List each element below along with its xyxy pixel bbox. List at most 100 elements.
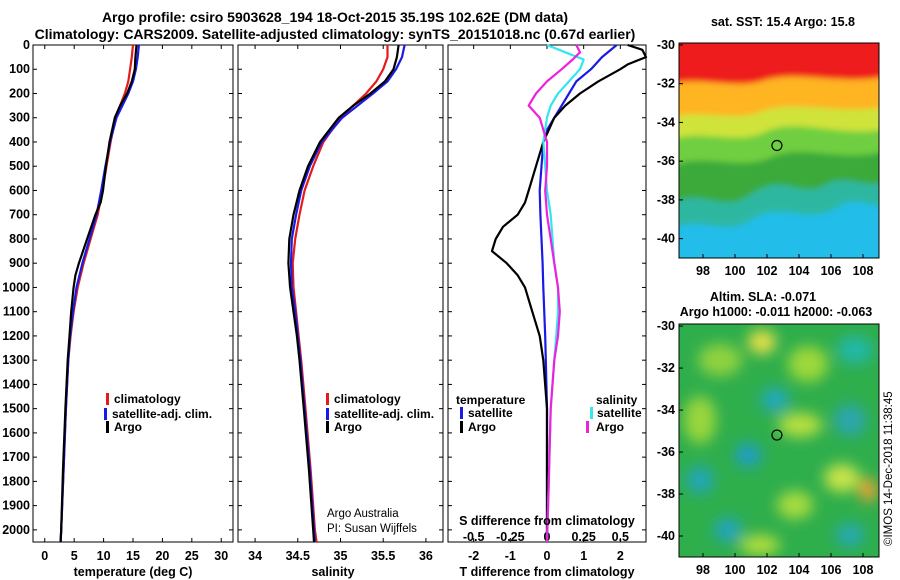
depth-tick-label: 1400 bbox=[2, 377, 30, 391]
map-y-tick-label: -36 bbox=[657, 154, 675, 168]
temperature-series bbox=[59, 44, 140, 543]
salinity-legend: climatology satellite-adj. clim. Argo bbox=[326, 392, 434, 434]
map-x-tick-label: 102 bbox=[757, 563, 778, 577]
legend-label-climatology: climatology bbox=[334, 392, 401, 406]
legend-swatch-satellite bbox=[326, 408, 329, 420]
map-y-tick-label: -32 bbox=[657, 361, 675, 375]
depth-tick-label: 200 bbox=[9, 86, 30, 100]
depth-tick-label: 1900 bbox=[2, 499, 30, 513]
sla-eddy bbox=[859, 478, 877, 502]
temperature-legend: climatology satellite-adj. clim. Argo bbox=[104, 392, 212, 434]
sla-eddy bbox=[748, 330, 776, 354]
x-tick-label: 1 bbox=[580, 549, 587, 563]
sla-eddy bbox=[788, 346, 828, 382]
t-difference-label: T difference from climatology bbox=[459, 565, 634, 579]
sst-band-red bbox=[679, 43, 879, 84]
depth-tick-label: 1200 bbox=[2, 329, 30, 343]
sst-map-axes: 98 100 102 104 106 108 -30 -32 -34 -36 -38 -40 bbox=[657, 38, 874, 278]
series-line-argo bbox=[287, 44, 400, 543]
map-y-tick-label: -36 bbox=[657, 445, 675, 459]
sla-eddy bbox=[777, 491, 813, 519]
x-tick-label: -2 bbox=[468, 549, 479, 563]
legend-label-satellite: satellite-adj. clim. bbox=[112, 407, 212, 421]
legend-swatch-satellite bbox=[104, 408, 107, 420]
map-x-tick-label: 98 bbox=[696, 264, 710, 278]
x-tick-label: 20 bbox=[155, 549, 169, 563]
legend-swatch-sal-satellite bbox=[590, 407, 593, 419]
difference-legend: temperature salinity satellite Argo sate… bbox=[456, 393, 642, 434]
sla-map-frame bbox=[678, 323, 880, 558]
x-tick-label: 36 bbox=[419, 549, 433, 563]
temperature-x-axis: 0 5 10 15 20 25 30 bbox=[41, 45, 228, 563]
map-y-tick-label: -32 bbox=[657, 77, 675, 91]
difference-panel: -2 -1 0 1 2-0.5 -0.25 0 0.25 0.5 S difference fr… bbox=[447, 43, 648, 579]
sla-eddy bbox=[834, 404, 866, 436]
map-x-tick-label: 106 bbox=[821, 264, 842, 278]
series-line-satellite bbox=[538, 44, 618, 542]
sst-bands bbox=[679, 43, 879, 227]
series-line-climatology bbox=[59, 44, 135, 543]
salinity-depth-ticks bbox=[238, 44, 443, 531]
imos-footer: ©IMOS 14-Dec-2018 11:38:45 bbox=[883, 391, 895, 546]
x-tick-label: 35 bbox=[334, 549, 348, 563]
figure-title-line1: Argo profile: csiro 5903628_194 18-Oct-2… bbox=[102, 9, 568, 25]
legend-title-salinity: salinity bbox=[596, 393, 638, 407]
temperature-xlabel: temperature (deg C) bbox=[74, 565, 193, 579]
map-x-tick-label: 102 bbox=[757, 264, 778, 278]
x-tick-label: 5 bbox=[71, 549, 78, 563]
sla-eddy bbox=[778, 413, 822, 437]
x-tick-label: 15 bbox=[126, 549, 140, 563]
sst-map-frame bbox=[678, 42, 880, 259]
sla-eddy bbox=[714, 518, 742, 542]
x-tick-label: 2 bbox=[617, 549, 624, 563]
s-difference-label: S difference from climatology bbox=[459, 514, 635, 528]
difference-series bbox=[490, 43, 648, 543]
difference-depth-ticks bbox=[448, 44, 646, 531]
map-x-tick-label: 104 bbox=[789, 264, 810, 278]
temperature-panel: 0100200300400500600700800900100011001200… bbox=[2, 38, 234, 579]
legend-swatch-climatology bbox=[106, 393, 109, 405]
credit-line1: Argo Australia bbox=[327, 508, 399, 520]
map-y-tick-label: -30 bbox=[657, 319, 675, 333]
salinity-x-axis: 34 34.5 35 35.5 36 bbox=[248, 45, 433, 563]
legend-swatch-argo bbox=[106, 421, 109, 433]
s-tick-label: 0.25 bbox=[571, 530, 595, 544]
legend-label-argo: Argo bbox=[114, 420, 142, 434]
depth-tick-label: 1700 bbox=[2, 450, 30, 464]
x-tick-label: 35.5 bbox=[371, 549, 395, 563]
sst-map: sat. SST: 15.4 Argo: 15.8 98 100 102 104 106… bbox=[657, 15, 880, 278]
sst-float-marker bbox=[771, 139, 783, 152]
sla-float-marker bbox=[771, 429, 783, 441]
salinity-xlabel: salinity bbox=[311, 565, 354, 579]
credit-line2: PI: Susan Wijffels bbox=[327, 523, 417, 535]
sla-eddy bbox=[740, 535, 780, 555]
legend-label-temp-argo: Argo bbox=[468, 420, 496, 434]
depth-tick-label: 500 bbox=[9, 159, 30, 173]
depth-tick-label: 1100 bbox=[3, 305, 30, 319]
depth-tick-label: 1000 bbox=[2, 280, 30, 294]
legend-title-temperature: temperature bbox=[456, 393, 526, 407]
depth-tick-label: 1500 bbox=[2, 402, 30, 416]
map-x-tick-label: 108 bbox=[853, 264, 874, 278]
x-tick-label: 30 bbox=[214, 549, 228, 563]
sla-map-title: Altim. SLA: -0.071 bbox=[710, 290, 816, 304]
series-line-argo bbox=[527, 44, 582, 543]
sla-eddy bbox=[735, 443, 761, 467]
depth-tick-label: 600 bbox=[9, 183, 30, 197]
salinity-panel: 34 34.5 35 35.5 36 salinity climatology sate… bbox=[237, 44, 444, 579]
sst-field bbox=[679, 43, 879, 258]
depth-axis: 0 100 200 300 400 500 600 700 800 900 1000 1100 1200… bbox=[2, 38, 233, 537]
legend-label-temp-satellite: satellite bbox=[468, 406, 513, 420]
x-tick-label: 34.5 bbox=[286, 549, 310, 563]
legend-label-sal-satellite: satellite bbox=[597, 406, 642, 420]
series-line-argo bbox=[59, 44, 138, 543]
map-y-tick-label: -30 bbox=[657, 38, 675, 52]
map-x-tick-label: 104 bbox=[789, 563, 810, 577]
depth-tick-label: 700 bbox=[9, 208, 30, 222]
legend-label-argo: Argo bbox=[334, 420, 362, 434]
sla-eddy bbox=[824, 464, 860, 492]
map-x-tick-label: 106 bbox=[821, 563, 842, 577]
depth-tick-label: 800 bbox=[9, 232, 30, 246]
map-x-tick-label: 108 bbox=[853, 563, 874, 577]
